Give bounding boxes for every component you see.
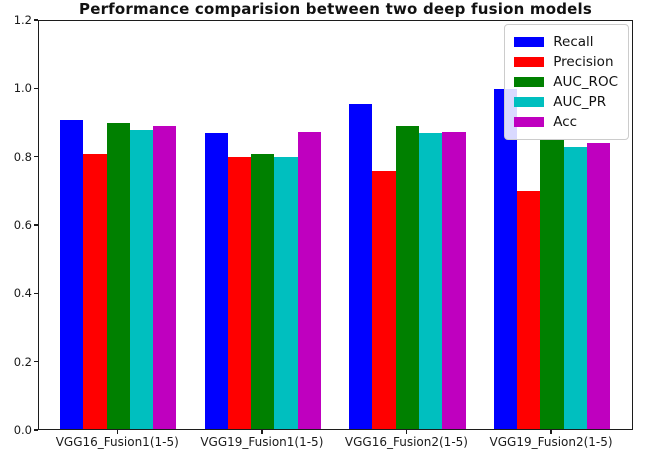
legend-swatch-icon — [514, 117, 545, 127]
bar-auc_roc — [395, 126, 420, 429]
y-tick-mark — [34, 19, 38, 21]
x-tick-mark — [116, 430, 118, 434]
legend-label: Precision — [553, 54, 614, 70]
bar-acc — [442, 131, 466, 429]
y-tick-label: 1.0 — [13, 81, 32, 96]
x-tick-label: VGG16_Fusion2(1-5) — [344, 435, 468, 449]
plot-area: Recall Precision AUC_ROC AUC_PR Acc — [38, 20, 633, 430]
y-tick-mark — [34, 87, 38, 90]
y-tick-label: 1.2 — [13, 13, 32, 27]
y-tick-mark — [34, 292, 38, 295]
bar-group — [60, 21, 177, 429]
x-tick-mark — [550, 430, 552, 434]
y-tick-mark — [34, 155, 38, 158]
y-tick-label: 0.6 — [13, 218, 32, 232]
legend-label: AUC_PR — [553, 94, 607, 110]
legend-swatch-icon — [514, 37, 545, 47]
legend-item: Acc — [514, 112, 618, 132]
y-tick-label: 0.8 — [13, 149, 32, 164]
y-tick-mark — [34, 360, 38, 363]
y-tick-label: 0.4 — [13, 286, 32, 301]
y-tick-mark — [34, 429, 38, 431]
bar-auc_roc — [540, 140, 564, 429]
legend: Recall Precision AUC_ROC AUC_PR Acc — [504, 24, 629, 140]
bar-auc_roc — [251, 153, 275, 429]
legend-item: Precision — [514, 52, 618, 72]
bar-recall — [60, 119, 84, 429]
legend-label: AUC_ROC — [553, 74, 618, 90]
bars-layer — [39, 21, 632, 429]
bar-recall — [349, 104, 373, 429]
legend-item: AUC_PR — [514, 92, 618, 112]
y-tick-mark — [34, 224, 38, 226]
bar-auc_pr — [563, 146, 587, 429]
bar-precision — [227, 157, 252, 429]
bar-group — [204, 21, 322, 429]
bar-auc_roc — [106, 123, 130, 429]
bar-acc — [586, 143, 611, 429]
x-tick-mark — [261, 430, 263, 434]
x-tick-label: VGG19_Fusion1(1-5) — [200, 435, 324, 449]
bar-recall — [493, 89, 518, 429]
legend-item: AUC_ROC — [514, 72, 618, 92]
legend-swatch-icon — [514, 97, 545, 107]
x-tick-label: VGG16_Fusion1(1-5) — [55, 435, 179, 449]
bar-auc_pr — [274, 157, 298, 429]
y-tick-label: 0.2 — [13, 354, 32, 369]
bar-acc — [297, 131, 322, 429]
x-tick-label: VGG19_Fusion2(1-5) — [489, 435, 613, 449]
y-tick-label: 0.0 — [13, 423, 32, 437]
legend-item: Recall — [514, 32, 618, 52]
x-tick-mark — [405, 430, 408, 434]
bar-acc — [153, 126, 177, 429]
bar-group — [493, 21, 611, 429]
legend-swatch-icon — [514, 77, 545, 87]
bar-precision — [372, 170, 396, 429]
legend-label: Acc — [553, 114, 578, 130]
bar-precision — [83, 153, 107, 429]
bar-auc_pr — [129, 129, 154, 429]
bar-recall — [204, 133, 228, 429]
legend-swatch-icon — [514, 57, 545, 67]
chart-title: Performance comparision between two deep… — [79, 0, 592, 18]
bar-group — [349, 21, 466, 429]
legend-label: Recall — [553, 34, 594, 50]
bar-precision — [517, 191, 541, 429]
bar-auc_pr — [419, 133, 443, 429]
